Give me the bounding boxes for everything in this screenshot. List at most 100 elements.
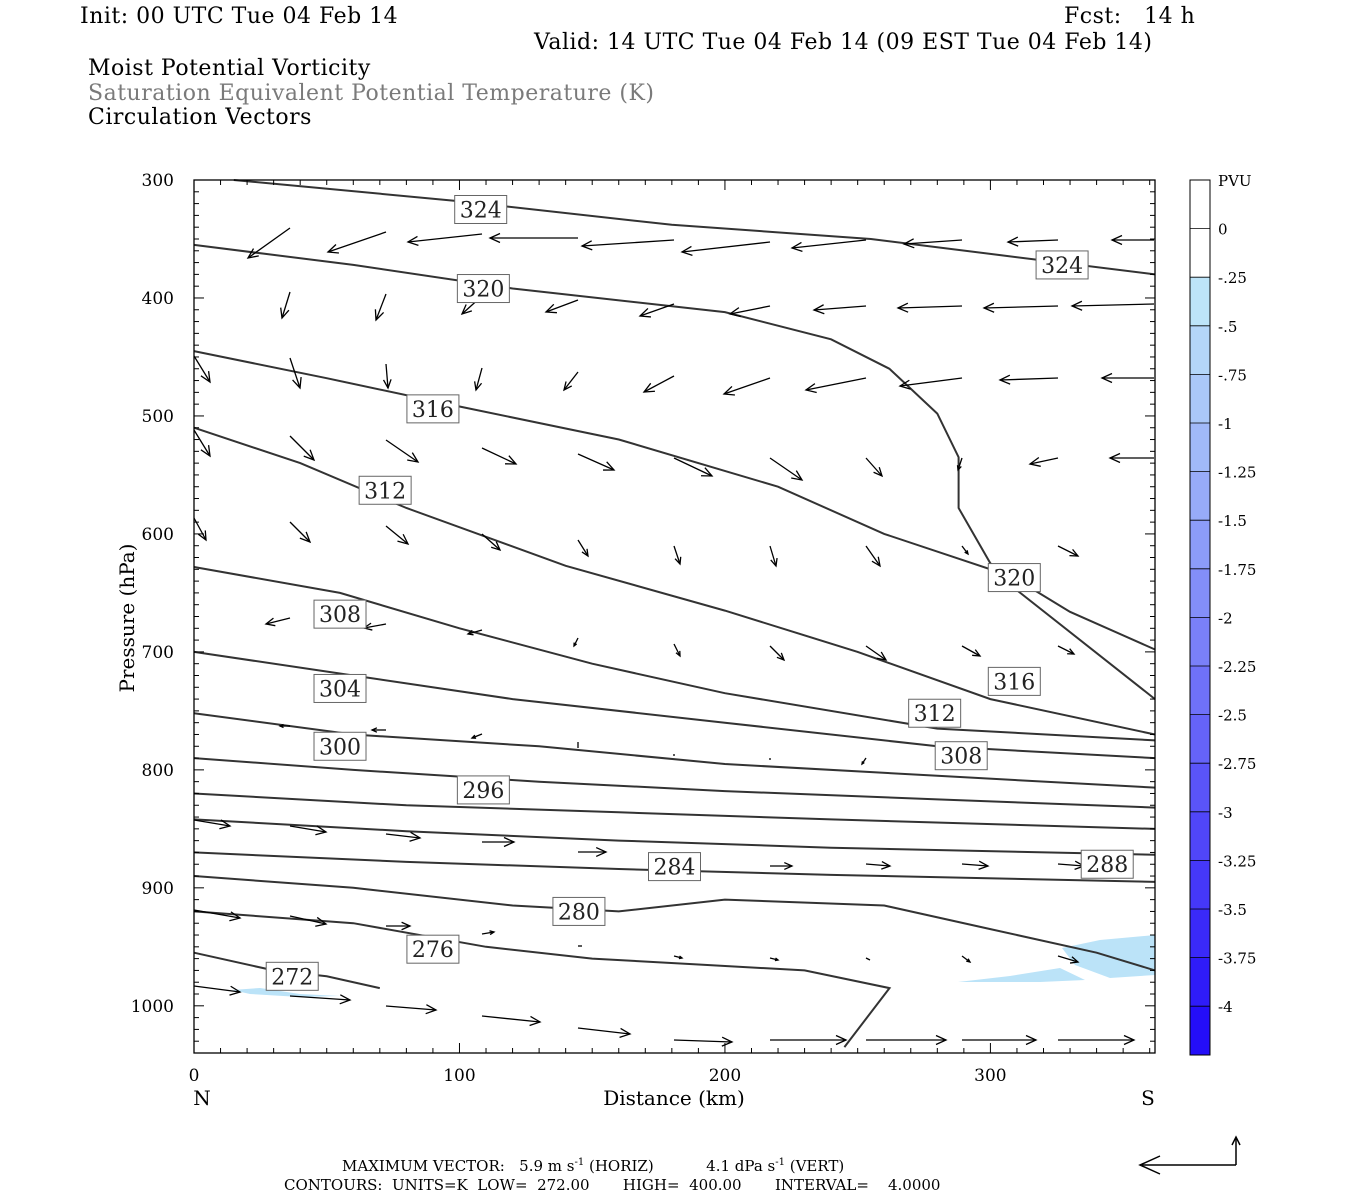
max-vert-unit: (VERT) [784,1157,845,1175]
vector-head [956,465,962,472]
vector-head [473,381,483,392]
vector-head [603,461,616,471]
circulation-vector [722,377,771,396]
vector-shaft [1071,303,1155,307]
circulation-vector [812,304,867,315]
init-time: Init: 00 UTC Tue 04 Feb 14 [80,4,399,29]
vector-head [339,994,352,1005]
vector-head [397,533,410,546]
circulation-vector [544,299,579,314]
colorbar-swatch [1190,228,1210,278]
vector-shaft [961,955,971,963]
colorbar-label: -.25 [1218,269,1247,287]
contour-296 [193,757,1156,809]
vector-head [873,466,884,478]
contour-316 [193,350,1156,700]
vector-head [1069,548,1080,557]
pvu-colorbar: PVU 0 -.25 -.5 -.75 -1 -1.25 -1.5 -1.75 -2 -2.25 -2… [1189,172,1256,1056]
y-tick-label: 700 [142,643,174,663]
circulation-vector [246,227,291,259]
vector-head [409,831,422,842]
vector-shaft [563,371,579,391]
circulation-vector [1070,300,1155,311]
vector-head [790,241,803,253]
contour-label-box [1035,250,1089,280]
max-vector-line: MAXIMUM VECTOR: 5.9 m s-1 (HORIZ) 4.1 dP… [342,1157,844,1175]
vector-shaft [673,643,681,657]
vector-shaft [193,909,241,919]
colorbar-swatch [1190,666,1210,715]
vector-head [972,649,982,657]
circulation-vector [1057,955,1080,964]
vector-head [407,452,420,463]
vector-head [315,916,328,927]
vector-shaft [193,985,241,993]
vector-head [573,642,578,648]
contour-label-text: 308 [940,745,982,770]
circulation-vector [289,915,328,927]
vector-head [264,617,276,627]
vector-shaft [983,305,1059,309]
vector-shaft [769,545,777,567]
contour-label-box [406,394,460,424]
vector-head [489,930,496,936]
vector-head [774,957,780,962]
circulation-vector [289,435,316,462]
vector-head [1067,648,1076,655]
circulation-vector [577,539,589,558]
circulation-vectors [193,227,1155,1047]
contour-324 [233,179,1156,276]
x-tick-label: 0 [189,1066,200,1086]
circulation-vector [769,645,786,662]
vector-shaft [729,305,771,315]
contour-label-text: 300 [319,735,361,760]
vector-shaft [265,617,291,625]
vector-head [770,557,778,568]
vector-shaft [577,1027,631,1035]
circulation-vector [482,836,516,848]
circulation-vector [865,860,892,870]
circulation-vector [770,861,794,871]
vector-head [229,985,242,996]
colorbar-label: -1 [1218,415,1233,433]
circulation-vector [961,645,982,657]
x-end-label-south: S [1141,1086,1155,1110]
vector-shaft [385,1005,437,1011]
vector-shaft [289,521,311,543]
vector-head [326,244,339,254]
y-tick-label: 400 [142,289,174,309]
vector-head [674,556,682,566]
max-horiz-exp: -1 [574,1157,585,1168]
circulation-vector [193,429,211,458]
circulation-vector [1028,456,1059,467]
circulation-vector [577,1027,632,1038]
vector-head [1100,372,1113,384]
mpv-shade-region [958,968,1085,982]
x-end-label-north: N [193,1086,211,1110]
vector-shaft [385,439,419,463]
colorbar-swatch [1190,520,1210,569]
vector-shaft [481,533,501,551]
vector-shaft [723,377,771,395]
circulation-vector [385,439,420,463]
vector-head [370,727,378,733]
colorbar-swatch [1190,277,1210,326]
y-axis-title: Pressure (hPa) [115,544,139,693]
reference-vector-icon [1138,1135,1241,1175]
vector-shaft [899,377,963,387]
colorbar-swatch [1190,1006,1210,1055]
circulation-vector [289,357,302,390]
circulation-vector [1057,645,1076,655]
vector-head [935,1034,948,1046]
contour-label-text: 312 [914,702,956,727]
contour-label-box [313,599,367,629]
vector-head [460,304,473,316]
vector-head [374,309,385,322]
circulation-vector [264,617,291,627]
vector-shaft [865,457,883,477]
vector-head [791,470,804,481]
vector-head [722,385,735,396]
vector-shaft [897,305,963,309]
vector-head [1110,234,1123,246]
circulation-vector [386,921,412,931]
